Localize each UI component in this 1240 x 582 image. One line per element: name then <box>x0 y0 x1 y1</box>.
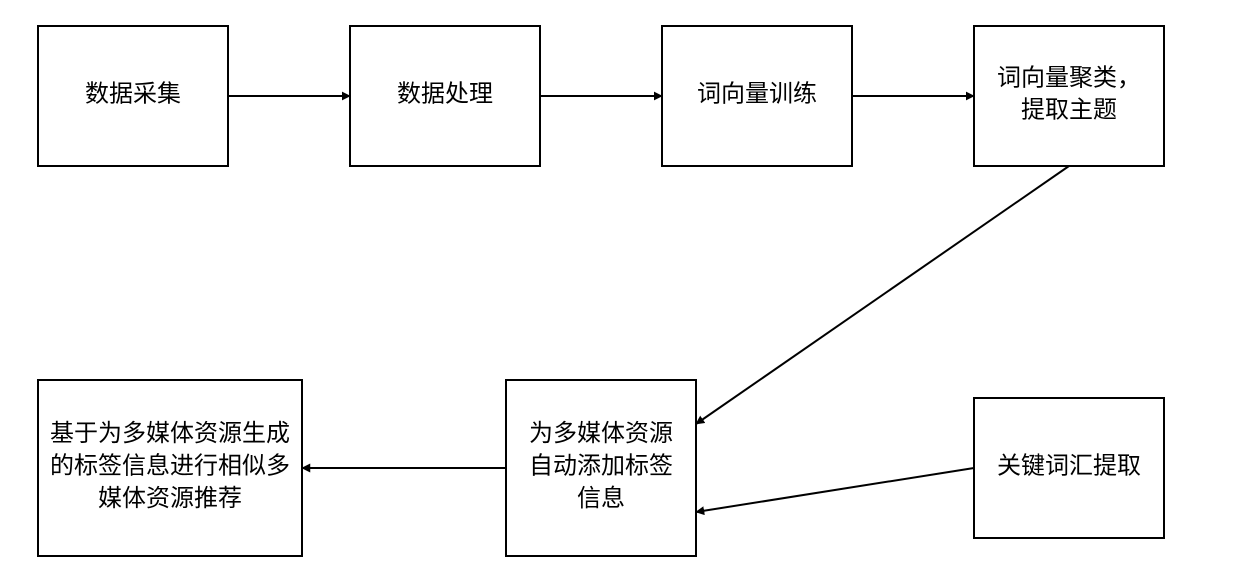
flow-node: 词向量训练 <box>662 26 852 166</box>
flow-node-box <box>974 26 1164 166</box>
flow-node: 关键词汇提取 <box>974 398 1164 538</box>
flow-edge <box>696 166 1069 424</box>
flow-node: 数据处理 <box>350 26 540 166</box>
flow-node-label: 词向量聚类， <box>997 64 1141 91</box>
flow-node-label: 信息 <box>577 485 625 512</box>
flow-node-label: 基于为多媒体资源生成 <box>50 420 290 447</box>
flow-node-label: 媒体资源推荐 <box>98 485 242 512</box>
flow-node: 基于为多媒体资源生成的标签信息进行相似多媒体资源推荐 <box>38 380 302 556</box>
flow-node-label: 提取主题 <box>1021 97 1117 124</box>
flow-node-label: 数据处理 <box>397 81 493 108</box>
flow-node-label: 词向量训练 <box>697 81 817 108</box>
flow-node-label: 为多媒体资源 <box>529 420 673 447</box>
flow-node: 为多媒体资源自动添加标签信息 <box>506 380 696 556</box>
flow-node: 数据采集 <box>38 26 228 166</box>
flow-node-label: 数据采集 <box>85 81 181 108</box>
flowchart: 数据采集 数据处理 词向量训练 词向量聚类， 提取主题关键词汇提取 为多媒体资源自动添加标… <box>0 0 1240 582</box>
flow-node: 词向量聚类， 提取主题 <box>974 26 1164 166</box>
flow-node-label: 的标签信息进行相似多 <box>50 453 290 480</box>
flow-node-label: 关键词汇提取 <box>997 453 1141 480</box>
flow-node-label: 自动添加标签 <box>529 453 673 480</box>
flow-edge <box>696 468 974 512</box>
